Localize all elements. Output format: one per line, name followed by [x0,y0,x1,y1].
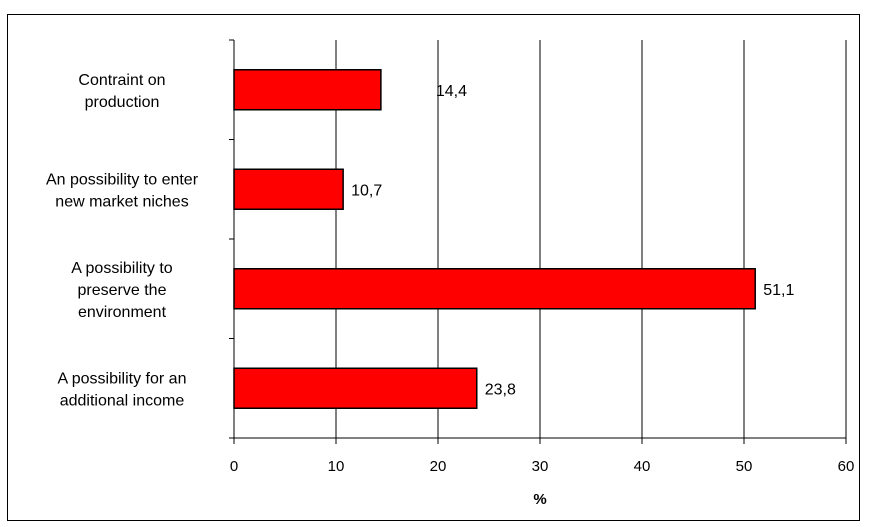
data-label: 51,1 [763,282,794,299]
data-label: 10,7 [351,182,382,199]
category-label: An possibility to enter new market niches [46,171,199,210]
x-tick-label: 50 [736,458,753,475]
x-tick-label: 10 [328,458,345,475]
bar [233,367,478,409]
category-label: Contraint on production [78,72,165,111]
bar [233,69,382,111]
x-axis-title: % [533,491,546,508]
x-tick-label: 30 [532,458,549,475]
x-tick-label: 60 [838,458,855,475]
bar [233,168,344,210]
x-tick-label: 40 [634,458,651,475]
axes [229,39,847,444]
x-tick-label: 0 [230,458,238,475]
category-label: A possibility to preserve the environment [71,260,172,321]
data-label: 23,8 [485,381,516,398]
category-label: A possibility for an additional income [58,370,187,409]
x-tick-label: 20 [430,458,447,475]
bar [233,268,756,310]
chart-frame [7,14,860,521]
bars [233,69,756,409]
labels: 14,4 10,7 51,1 23,8 0 10 20 30 40 50 60 Contraint o… [46,72,854,475]
data-label: 14,4 [436,83,467,100]
